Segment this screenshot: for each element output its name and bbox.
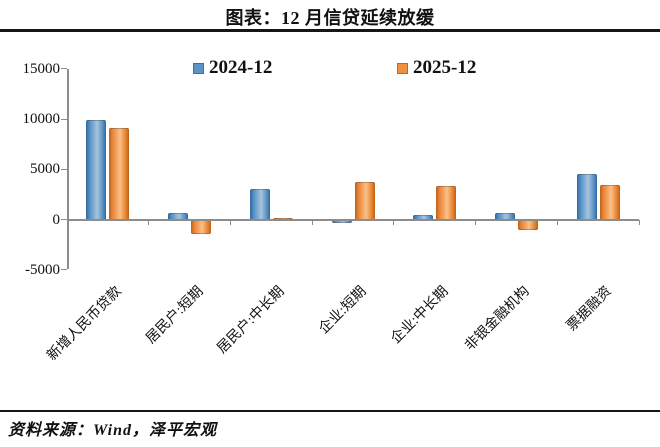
x-axis-label: 非银金融机构: [463, 284, 534, 355]
legend-label-2024-12: 2024-12: [209, 57, 273, 78]
x-axis-tick: [229, 219, 231, 225]
bar-2024-12-新增人民币贷款: [86, 120, 107, 221]
y-axis-tick: [61, 269, 67, 271]
x-axis-label: 新增人民币贷款: [44, 284, 125, 364]
y-axis-tick: [61, 219, 67, 220]
bar-2025-12-非银金融机构: [517, 219, 538, 230]
legend-entry-2024-12: 2024-12: [193, 57, 272, 79]
bar-2025-12-居民户:短期: [191, 219, 212, 234]
y-axis-tick-label: 0: [52, 211, 61, 228]
legend-swatch-orange: [397, 62, 408, 74]
y-axis-tick: [61, 68, 67, 70]
bar-2025-12-新增人民币贷款: [109, 128, 130, 221]
x-axis-label: 票据融资: [564, 284, 615, 335]
page-title: 图表：12 月信贷延续放缓: [225, 8, 435, 28]
source-note: 资料来源：Wind，泽平宏观: [8, 422, 217, 439]
bar-2024-12-非银金融机构: [494, 213, 515, 221]
x-axis-label: 居民户:短期: [143, 284, 207, 347]
x-axis-tick: [393, 219, 395, 225]
bar-2024-12-票据融资: [576, 174, 597, 221]
bar-2024-12-居民户:中长期: [249, 189, 270, 221]
x-axis-tick: [148, 219, 150, 225]
bottom-divider-line: [0, 410, 660, 412]
x-axis-tick: [638, 219, 640, 225]
top-divider-line: [0, 29, 660, 32]
y-axis-tick-label: 10000: [22, 111, 61, 128]
bar-2025-12-票据融资: [599, 185, 620, 221]
y-axis-tick-label: 5000: [30, 161, 60, 178]
bar-chart: 2024-12 2025-12 15000 10000 5000 0 -5000 新增人民…: [0, 34, 660, 410]
x-axis-label: 企业:短期: [316, 284, 370, 337]
y-axis-tick-label: 15000: [22, 60, 61, 77]
legend-swatch-blue: [193, 62, 204, 74]
y-axis-tick: [61, 168, 67, 170]
bar-2024-12-企业:短期: [331, 219, 352, 223]
y-axis-line: [67, 69, 69, 269]
legend-label-2025-12: 2025-12: [413, 57, 477, 78]
x-axis-tick: [475, 219, 477, 225]
bar-2025-12-企业:短期: [354, 182, 375, 221]
x-axis-zero-line: [67, 218, 639, 221]
y-axis-tick: [61, 118, 67, 120]
bar-2025-12-企业:中长期: [436, 186, 457, 221]
x-axis-tick: [311, 219, 313, 225]
bar-2024-12-企业:中长期: [413, 215, 434, 221]
bar-2024-12-居民户:短期: [168, 213, 189, 221]
x-axis-label: 企业:中长期: [388, 284, 452, 347]
y-axis-tick-label: -5000: [25, 261, 60, 278]
x-axis-label: 居民户:中长期: [215, 284, 288, 357]
legend-entry-2025-12: 2025-12: [397, 57, 476, 79]
x-axis-tick: [556, 219, 558, 225]
